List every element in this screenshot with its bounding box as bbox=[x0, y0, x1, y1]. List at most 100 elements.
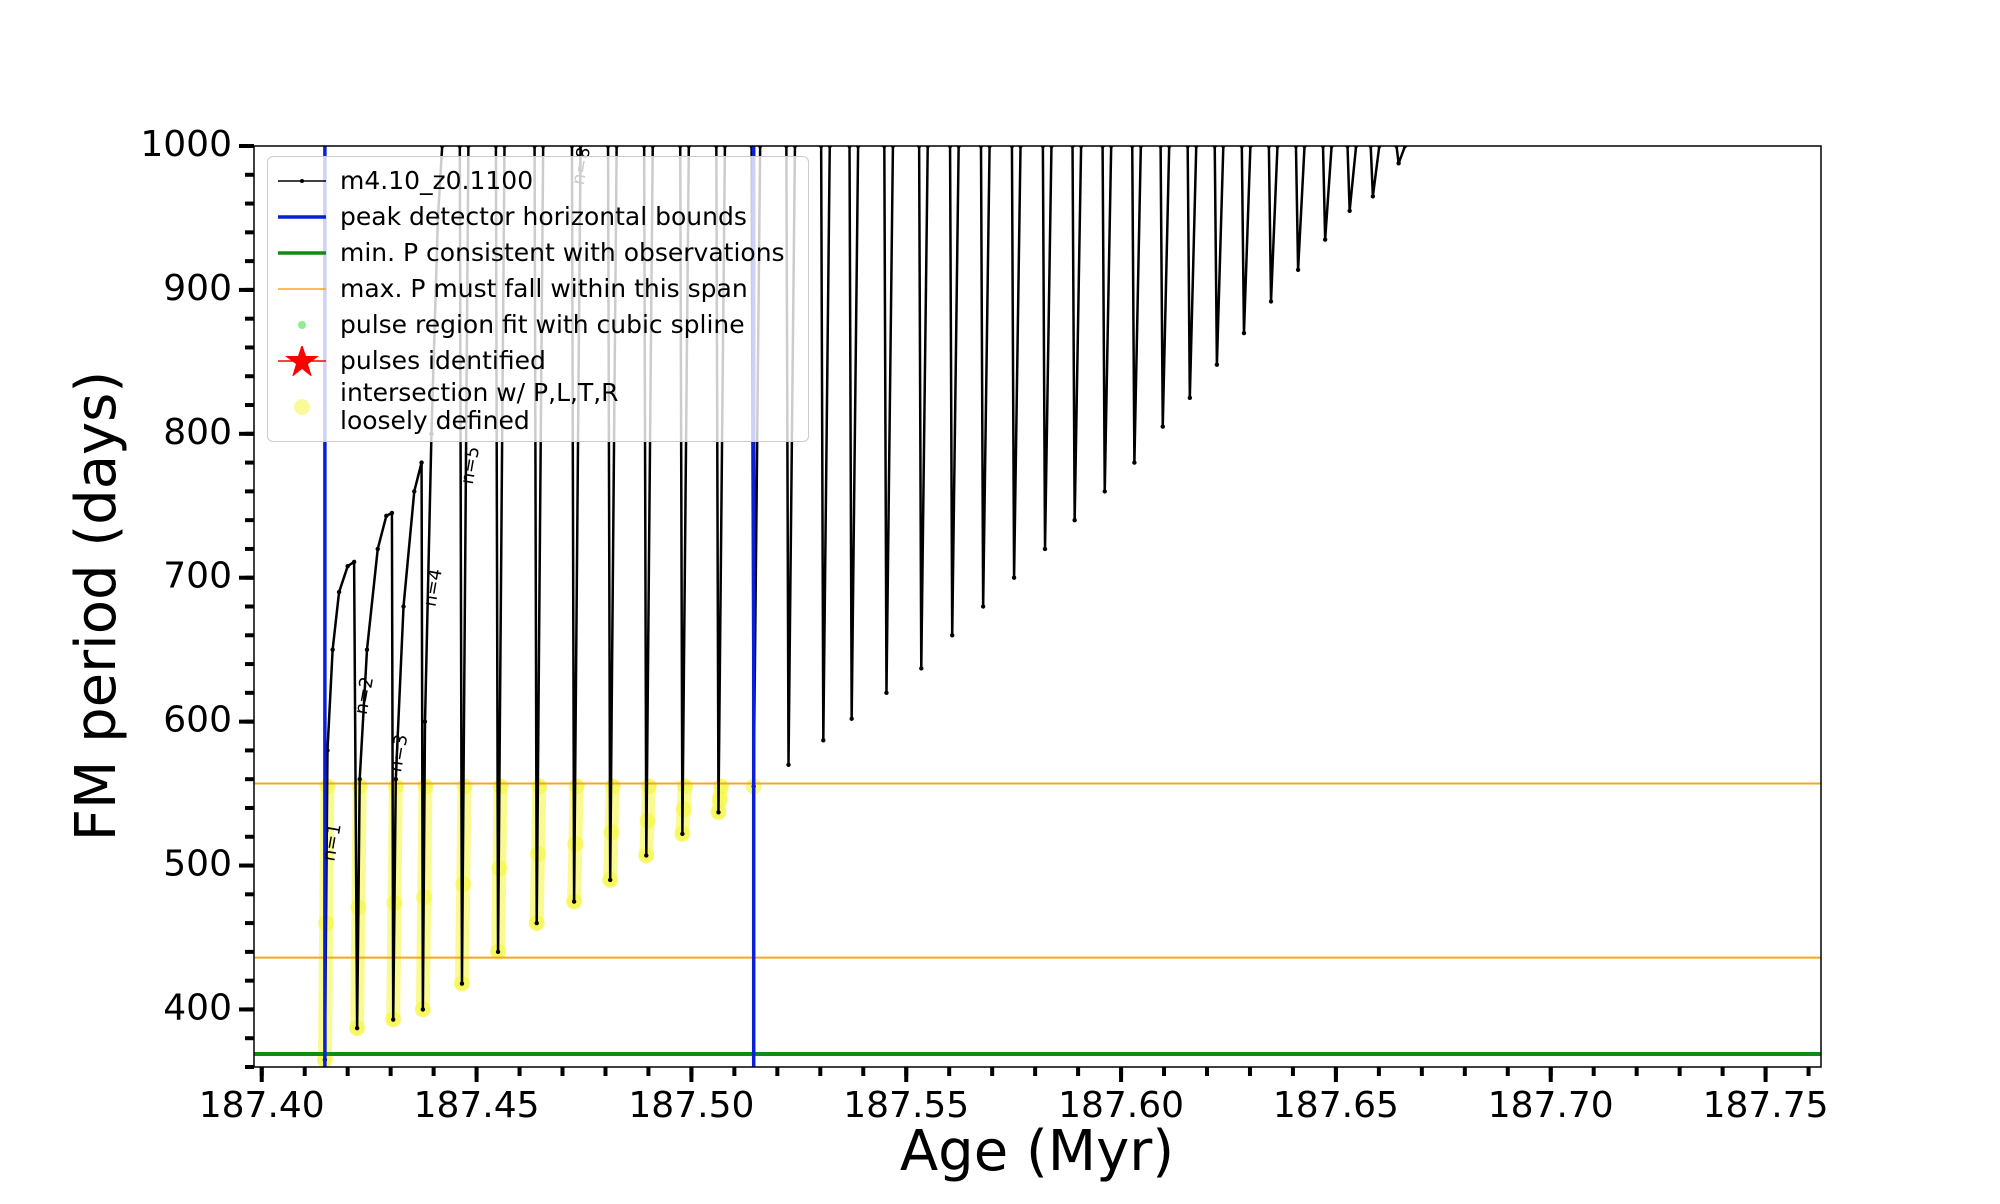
period-point bbox=[1042, 546, 1048, 552]
x-tick-label: 187.45 bbox=[414, 1085, 540, 1126]
legend-swatch bbox=[278, 179, 326, 183]
period-point bbox=[391, 1017, 396, 1022]
x-tick-label: 187.55 bbox=[843, 1085, 969, 1126]
period-point bbox=[393, 776, 398, 782]
legend-swatch-mark bbox=[285, 346, 319, 376]
legend-swatch bbox=[278, 251, 326, 255]
y-tick-label: 400 bbox=[163, 987, 232, 1028]
period-point bbox=[1132, 460, 1137, 465]
period-point bbox=[821, 738, 826, 743]
legend-swatch bbox=[278, 346, 326, 376]
intersection-point bbox=[531, 778, 548, 795]
legend-label: pulses identified bbox=[340, 346, 546, 375]
period-point bbox=[919, 666, 924, 671]
legend-item: min. P consistent with observations bbox=[268, 235, 808, 271]
legend-swatch-mark bbox=[298, 321, 306, 329]
legend-label: m4.10_z0.1100 bbox=[340, 166, 534, 195]
period-point bbox=[420, 1007, 426, 1012]
period-point bbox=[716, 810, 721, 815]
period-point bbox=[571, 899, 577, 904]
legend-item: intersection w/ P,L,T,R loosely defined bbox=[268, 379, 808, 435]
period-point bbox=[1011, 575, 1017, 580]
period-point bbox=[1396, 161, 1401, 166]
intersection-point bbox=[676, 778, 693, 795]
legend-swatch-mark bbox=[300, 179, 304, 183]
period-point bbox=[351, 559, 357, 565]
period-point bbox=[412, 489, 417, 494]
legend-label: max. P must fall within this span bbox=[340, 274, 748, 303]
period-point bbox=[375, 546, 380, 552]
period-point bbox=[534, 920, 539, 926]
period-point bbox=[364, 647, 370, 652]
period-point bbox=[1214, 362, 1220, 367]
intersection-point bbox=[713, 778, 730, 795]
period-point bbox=[495, 949, 501, 955]
legend-label: peak detector horizontal bounds bbox=[340, 202, 747, 231]
y-tick-label: 700 bbox=[163, 556, 232, 597]
period-point bbox=[1160, 424, 1165, 429]
period-point bbox=[607, 877, 613, 883]
period-point bbox=[1322, 237, 1328, 242]
legend-label: min. P consistent with observations bbox=[340, 238, 785, 267]
period-point bbox=[1102, 489, 1107, 494]
legend-item: pulse region fit with cubic spline bbox=[268, 307, 808, 343]
period-point bbox=[1295, 267, 1301, 272]
intersection-point bbox=[604, 778, 621, 795]
period-point bbox=[980, 604, 986, 609]
period-point bbox=[330, 647, 335, 652]
period-point bbox=[1072, 517, 1077, 523]
period-point bbox=[345, 564, 350, 569]
period-point bbox=[950, 633, 955, 638]
legend-swatch bbox=[298, 321, 306, 329]
legend-swatch bbox=[278, 215, 326, 219]
y-tick-label: 600 bbox=[163, 700, 232, 741]
x-tick-label: 187.50 bbox=[628, 1085, 754, 1126]
period-point bbox=[680, 831, 685, 837]
period-point bbox=[459, 981, 465, 986]
period-point bbox=[336, 589, 342, 595]
x-axis-label: Age (Myr) bbox=[900, 1119, 1174, 1184]
pulse-annotation: n=4 bbox=[419, 567, 446, 608]
period-point bbox=[644, 853, 649, 858]
period-point bbox=[389, 510, 395, 516]
legend-label: intersection w/ P,L,T,R loosely defined bbox=[340, 378, 619, 435]
period-point bbox=[849, 716, 854, 721]
period-point bbox=[354, 1025, 360, 1031]
period-point bbox=[1241, 330, 1247, 336]
x-tick-label: 187.60 bbox=[1058, 1085, 1184, 1126]
legend-item: pulses identified bbox=[268, 343, 808, 379]
period-point bbox=[384, 513, 389, 519]
x-tick-label: 187.75 bbox=[1703, 1085, 1829, 1126]
legend-item: max. P must fall within this span bbox=[268, 271, 808, 307]
period-point bbox=[1187, 395, 1193, 401]
y-axis-label: FM period (days) bbox=[64, 371, 129, 841]
x-tick-label: 187.40 bbox=[199, 1085, 325, 1126]
period-point bbox=[357, 776, 362, 782]
legend-label: pulse region fit with cubic spline bbox=[340, 310, 745, 339]
period-point bbox=[1370, 194, 1376, 199]
period-point bbox=[884, 690, 889, 696]
intersection-point bbox=[640, 778, 657, 795]
legend-item: peak detector horizontal bounds bbox=[268, 199, 808, 235]
y-tick-label: 1000 bbox=[140, 124, 232, 165]
period-point bbox=[422, 719, 428, 724]
period-point bbox=[401, 604, 406, 609]
pulse-annotation: n=3 bbox=[385, 733, 412, 774]
legend-swatch-mark bbox=[294, 399, 310, 415]
legend-swatch bbox=[278, 288, 326, 290]
y-tick-label: 500 bbox=[163, 844, 232, 885]
plot-area bbox=[254, 146, 1821, 1067]
period-point bbox=[419, 460, 424, 465]
x-tick-label: 187.70 bbox=[1488, 1085, 1614, 1126]
intersection-point bbox=[568, 778, 585, 795]
legend-swatch bbox=[294, 399, 310, 415]
y-tick-label: 800 bbox=[163, 412, 232, 453]
period-point bbox=[1347, 208, 1352, 213]
period-point bbox=[786, 762, 791, 767]
x-tick-label: 187.65 bbox=[1273, 1085, 1399, 1126]
legend-item: m4.10_z0.1100 bbox=[268, 163, 808, 199]
period-point bbox=[1268, 299, 1274, 304]
